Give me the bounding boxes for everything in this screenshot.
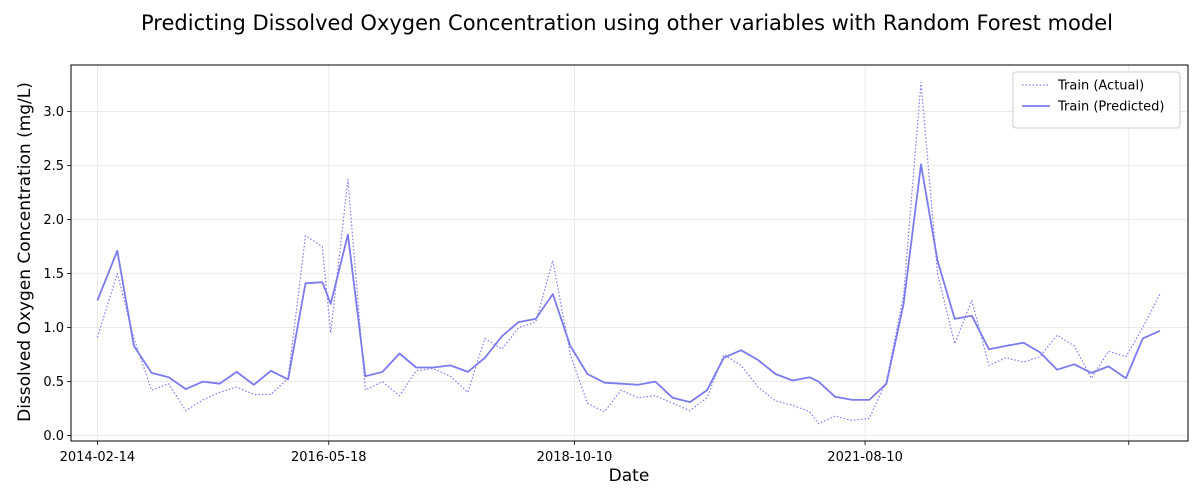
x-tick-label: 2021-08-10 [827,450,903,465]
y-tick-label: 2.0 [43,213,64,228]
y-axis: 0.0 0.5 1.0 1.5 2.0 2.5 3.0 [43,105,71,444]
series-line-train-actual [96,81,1161,425]
x-axis-label: Date [609,466,650,486]
legend-box [1012,71,1181,129]
legend: Train (Actual) Train (Predicted) [1012,71,1181,129]
x-tick-label: 2014-02-14 [60,450,136,465]
legend-label: Train (Actual) [1057,79,1144,94]
x-tick-label: 2018-10-10 [537,450,613,465]
y-tick-label: 2.5 [43,159,64,174]
series-layer [96,81,1161,425]
y-tick-label: 0.5 [43,375,64,390]
chart-title: Predicting Dissolved Oxygen Concentratio… [141,11,1113,35]
x-tick-label: 2016-05-18 [291,450,367,465]
x-axis: 2014-02-14 2016-05-18 2018-10-10 2021-08-10 [60,441,1130,465]
y-tick-label: 1.0 [43,321,64,336]
y-tick-label: 1.5 [43,267,64,282]
legend-label: Train (Predicted) [1057,100,1165,115]
plot-frame [70,64,1189,442]
y-axis-label: Dissolved Oxygen Concentration (mg/L) [15,82,35,422]
y-tick-label: 0.0 [43,429,64,444]
y-tick-label: 3.0 [43,105,64,120]
series-line-train-predicted [96,163,1161,404]
